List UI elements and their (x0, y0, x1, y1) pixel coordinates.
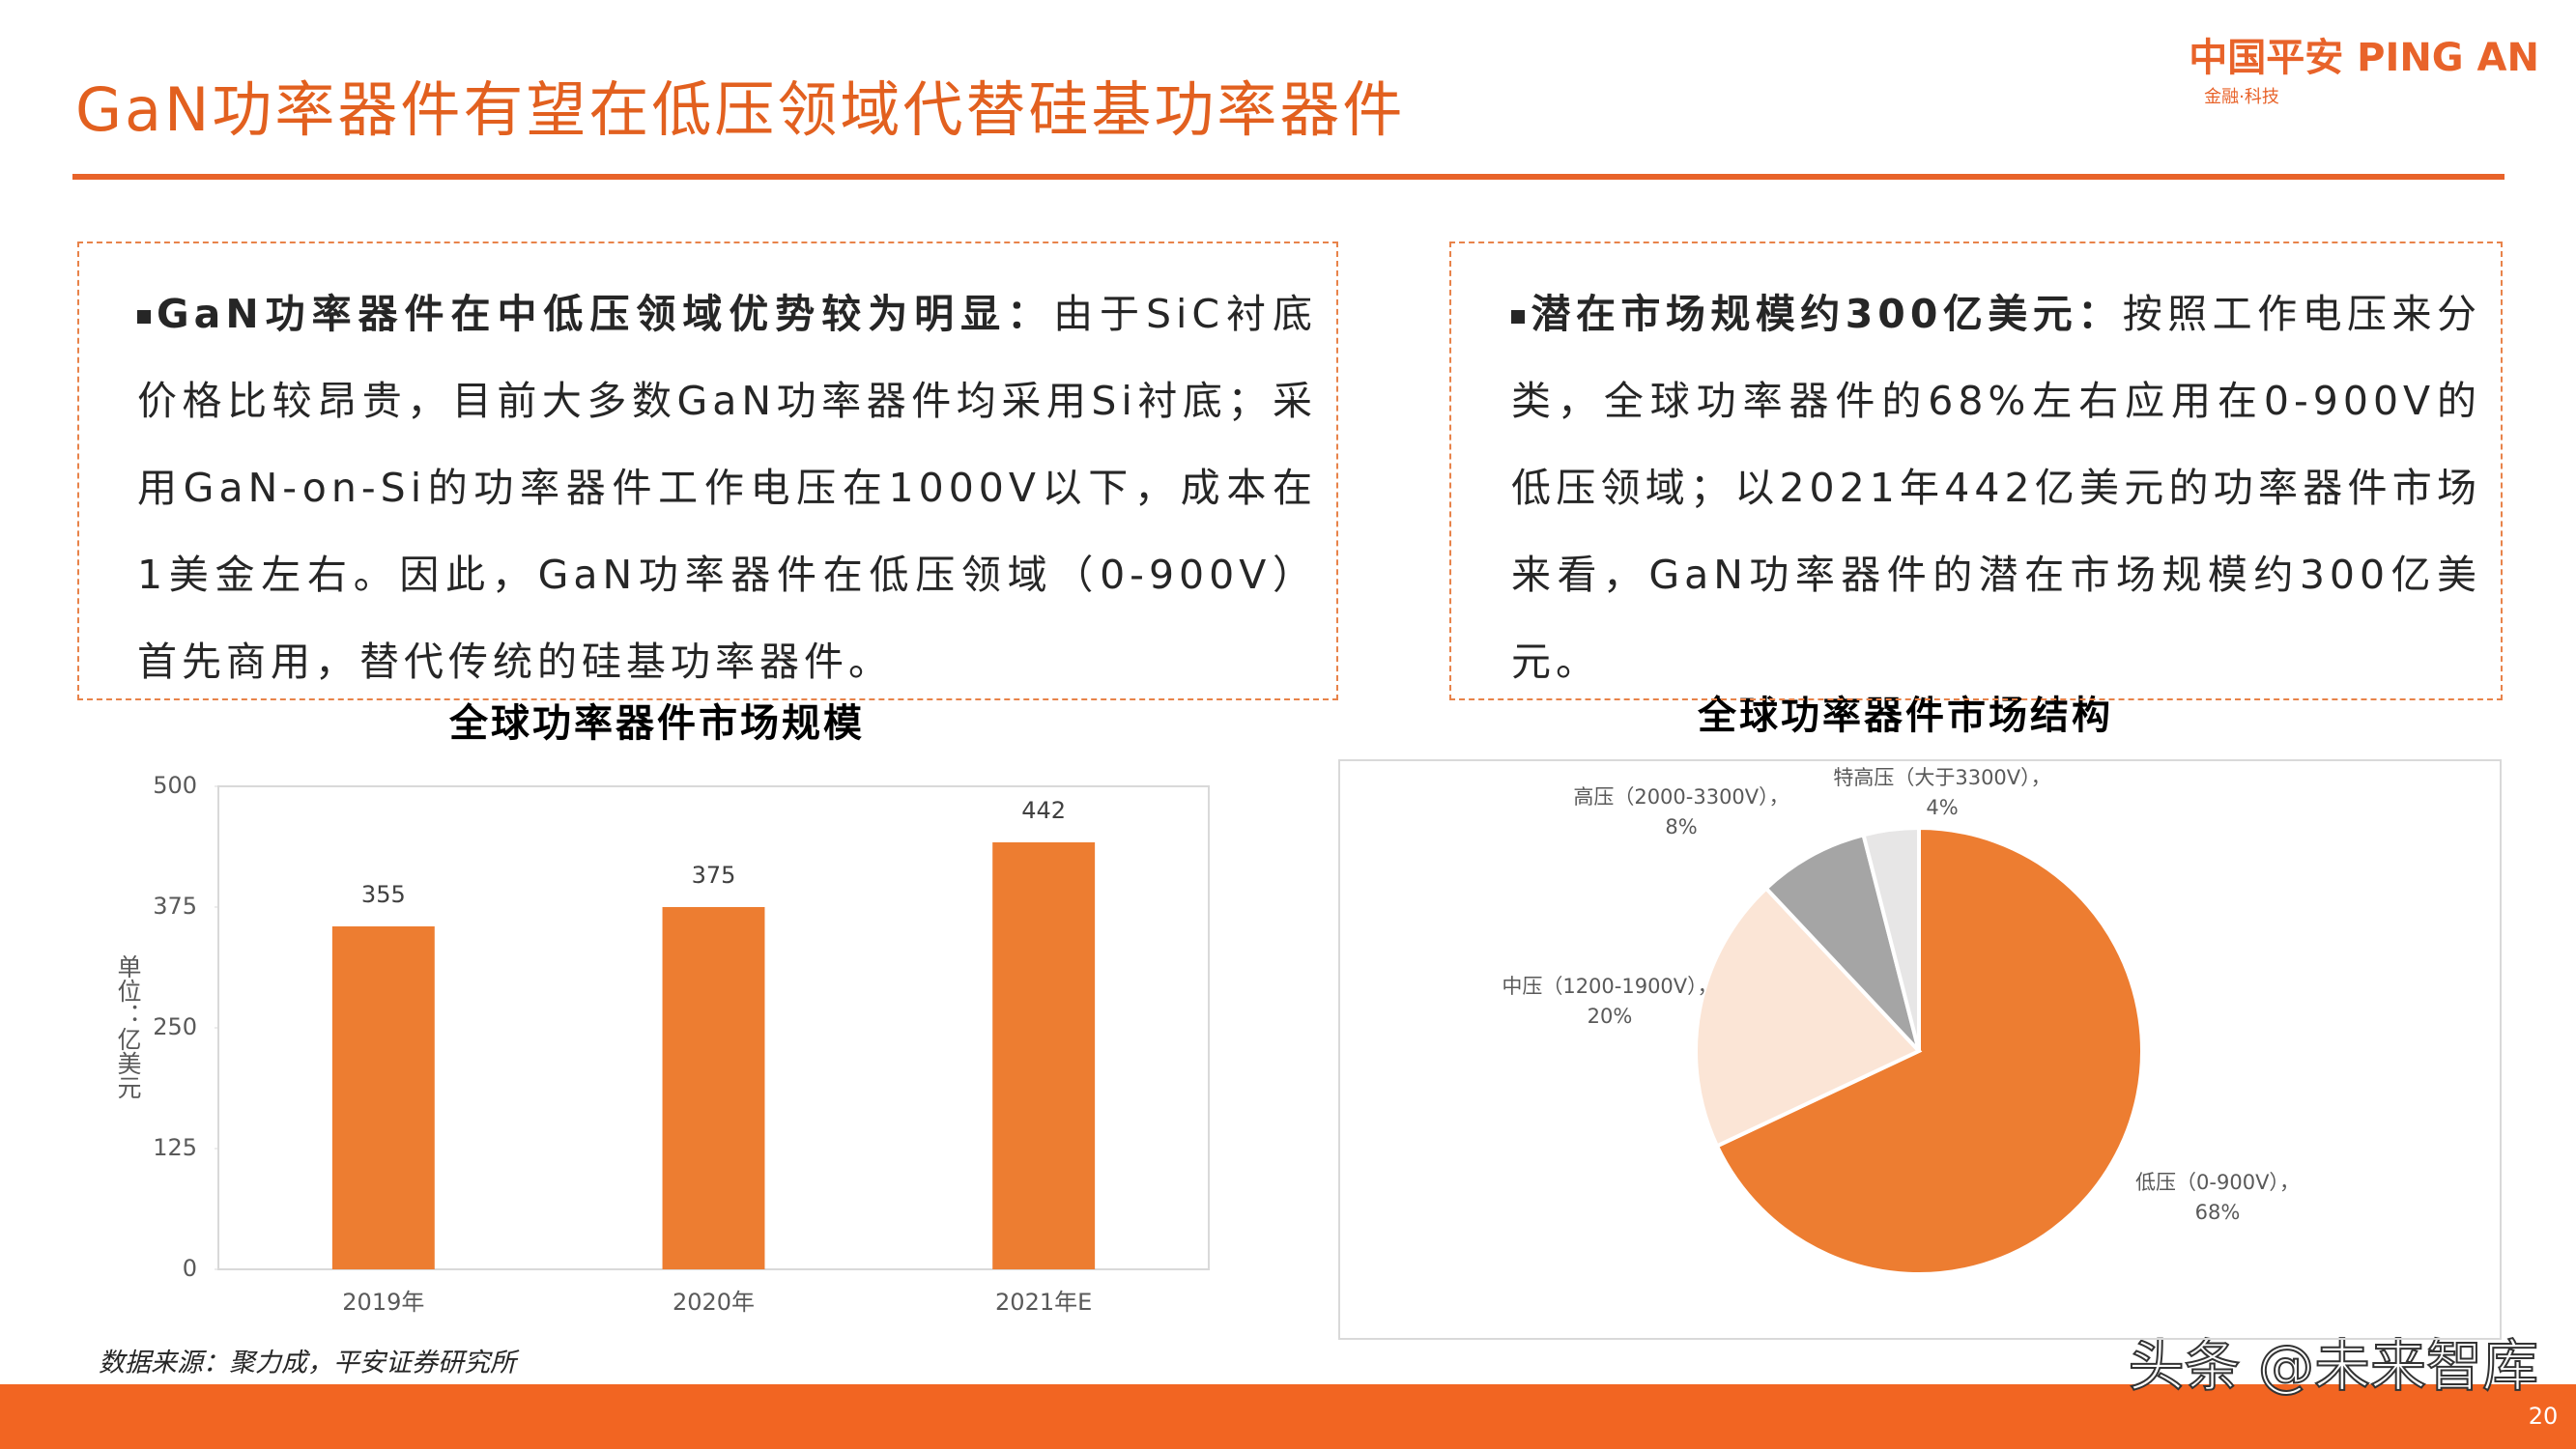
logo: 中国平安 PING AN (2189, 36, 2539, 80)
source: 数据来源：聚力成，平安证券研究所 (99, 1349, 520, 1378)
footer-band (0, 1384, 2576, 1449)
slice-value-label: 68% (2195, 1201, 2241, 1224)
bar (331, 926, 435, 1269)
pie-slice (1763, 832, 1921, 1053)
label-separator: ， (2031, 766, 2051, 789)
chart-title: 全球功率器件市场规模 (448, 701, 865, 746)
paragraph: 潜在市场规模约300亿美元：按照工作电压来分类，全球功率器件的68%左右应用在0… (1511, 270, 2481, 705)
bullet (137, 310, 151, 324)
slice-value-label: 4% (1926, 796, 1958, 819)
heading: GaN功率器件在中低压领域优势较为明显： (157, 291, 1054, 337)
x-tick-label: 2020年 (673, 1289, 755, 1316)
text-box: GaN功率器件在中低压领域优势较为明显：由于SiC衬底价格比较昂贵，目前大多数G… (77, 242, 1338, 700)
y-tick-label: 125 (153, 1134, 197, 1161)
pie-slice (1714, 825, 2144, 1276)
bar (662, 907, 765, 1269)
slide-title: GaN功率器件有望在低压领域代替硅基功率器件 (75, 74, 1405, 145)
y-tick-label: 375 (153, 893, 197, 920)
slice-category: 特高压（大于3300V） (1833, 766, 2030, 789)
body: 由于SiC衬底价格比较昂贵，目前大多数GaN功率器件均采用Si衬底；采用GaN-… (137, 291, 1317, 685)
pie-slice (1693, 885, 1923, 1150)
chart-title: 全球功率器件市场结构 (1697, 694, 2113, 738)
data-label: 442 (1021, 797, 1066, 824)
slice-category: 中压（1200-1900V） (1502, 975, 1697, 998)
bullet (1511, 310, 1525, 324)
slice-label: 特高压（大于3300V）， (1833, 766, 2050, 789)
x-tick-label: 2019年 (342, 1289, 424, 1316)
slice-value-label: 8% (1665, 815, 1697, 838)
label-separator: ， (1698, 975, 1718, 998)
slice-label: 低压（0-900V）， (2135, 1171, 2300, 1194)
slice-category: 低压（0-900V） (2135, 1171, 2279, 1194)
watermark: 头条 @未来智库 (2129, 1333, 2538, 1399)
data-label: 355 (361, 881, 406, 908)
slice-category: 高压（2000-3300V） (1573, 785, 1768, 809)
y-tick-label: 250 (153, 1013, 197, 1040)
x-tick-label: 2021年E (995, 1289, 1092, 1316)
y-axis-label: 单位：亿美元 (114, 954, 142, 1099)
slice-label: 高压（2000-3300V）， (1573, 785, 1789, 809)
label-separator: ， (1769, 785, 1789, 809)
paragraph: GaN功率器件在中低压领域优势较为明显：由于SiC衬底价格比较昂贵，目前大多数G… (137, 270, 1317, 705)
label-separator: ， (2279, 1171, 2300, 1194)
data-label: 375 (692, 862, 736, 889)
pie-slice (1861, 825, 1921, 1052)
body: 按照工作电压来分类，全球功率器件的68%左右应用在0-900V的低压领域；以20… (1511, 291, 2481, 685)
chart-frame (1338, 759, 2502, 1340)
text-box: 潜在市场规模约300亿美元：按照工作电压来分类，全球功率器件的68%左右应用在0… (1449, 242, 2503, 700)
page-number: 20 (2529, 1403, 2559, 1430)
logo-sub: 金融·科技 (2204, 87, 2279, 107)
bar (992, 842, 1096, 1269)
y-tick-label: 500 (153, 772, 197, 799)
title-rule (72, 174, 2504, 180)
heading: 潜在市场规模约300亿美元： (1531, 291, 2123, 337)
slice-label: 中压（1200-1900V）， (1502, 975, 1717, 998)
slice-value-label: 20% (1588, 1005, 1633, 1028)
y-tick-label: 0 (183, 1255, 197, 1282)
